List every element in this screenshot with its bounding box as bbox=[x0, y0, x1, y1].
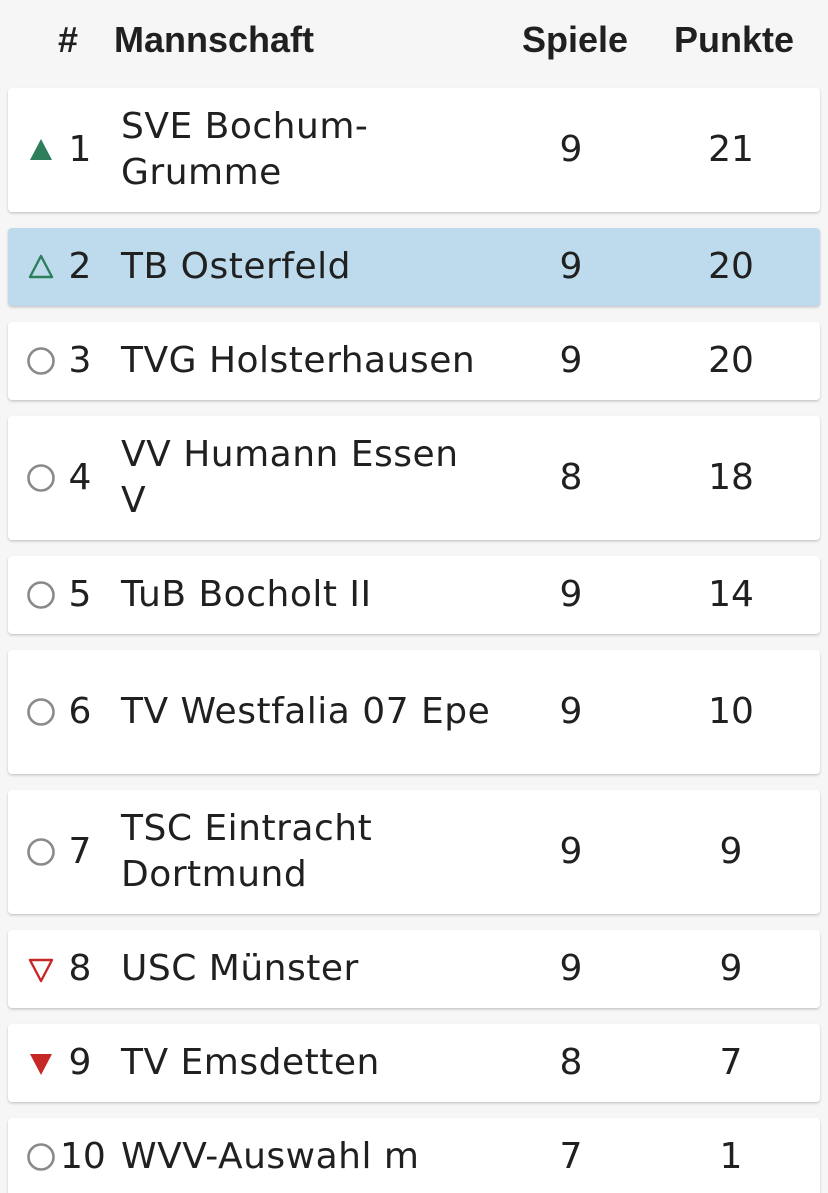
table-row[interactable]: 2 TB Osterfeld 9 20 bbox=[8, 228, 820, 306]
rank-cell: 6 bbox=[68, 691, 92, 732]
table-header: # Mannschaft Spiele Punkte bbox=[0, 0, 828, 84]
team-name: TB Osterfeld bbox=[121, 246, 351, 287]
table-row[interactable]: 4 VV Humann Essen V 8 18 bbox=[8, 416, 820, 540]
table-row[interactable]: 3 TVG Holsterhausen 9 20 bbox=[8, 322, 820, 400]
points-cell: 20 bbox=[708, 246, 754, 287]
header-rank: # bbox=[58, 19, 79, 60]
rank-cell: 9 bbox=[68, 1042, 92, 1083]
games-cell: 9 bbox=[559, 691, 583, 732]
rank-cell: 5 bbox=[68, 574, 92, 615]
circle-icon bbox=[26, 1142, 56, 1172]
points-cell: 20 bbox=[708, 340, 754, 381]
points-cell: 7 bbox=[719, 1042, 743, 1083]
points-cell: 14 bbox=[708, 574, 754, 615]
circle-icon bbox=[26, 346, 56, 376]
points-cell: 21 bbox=[708, 129, 754, 170]
games-cell: 9 bbox=[559, 948, 583, 989]
games-cell: 9 bbox=[559, 246, 583, 287]
table-row[interactable]: 7 TSC Eintracht Dortmund 9 9 bbox=[8, 790, 820, 914]
table-row[interactable]: 5 TuB Bocholt II 9 14 bbox=[8, 556, 820, 634]
standings-list: 1 SVE Bochum-Grumme 9 21 2 TB Osterfeld 9 20 3 TV… bbox=[8, 88, 820, 1193]
down-outline-triangle-icon bbox=[26, 954, 56, 984]
table-row[interactable]: 9 TV Emsdetten 8 7 bbox=[8, 1024, 820, 1102]
up-outline-triangle-icon bbox=[26, 252, 56, 282]
down-filled-triangle-icon bbox=[26, 1048, 56, 1078]
points-cell: 18 bbox=[708, 457, 754, 498]
table-row[interactable]: 10 WVV-Auswahl m 7 1 bbox=[8, 1118, 820, 1193]
circle-icon bbox=[26, 837, 56, 867]
points-cell: 9 bbox=[719, 831, 743, 872]
header-games: Spiele bbox=[522, 19, 629, 60]
rank-cell: 1 bbox=[68, 129, 92, 170]
rank-cell: 4 bbox=[68, 457, 92, 498]
points-cell: 9 bbox=[719, 948, 743, 989]
games-cell: 9 bbox=[559, 129, 583, 170]
table-row[interactable]: 1 SVE Bochum-Grumme 9 21 bbox=[8, 88, 820, 212]
games-cell: 7 bbox=[559, 1136, 583, 1177]
team-name: TSC Eintracht Dortmund bbox=[121, 808, 373, 895]
rank-cell: 7 bbox=[68, 831, 92, 872]
points-cell: 1 bbox=[719, 1136, 743, 1177]
team-name: TV Westfalia 07 Epe bbox=[121, 691, 491, 732]
team-name: SVE Bochum-Grumme bbox=[121, 106, 369, 193]
games-cell: 9 bbox=[559, 831, 583, 872]
games-cell: 8 bbox=[559, 1042, 583, 1083]
up-filled-triangle-icon bbox=[26, 135, 56, 165]
team-name: TV Emsdetten bbox=[121, 1042, 380, 1083]
table-row[interactable]: 6 TV Westfalia 07 Epe 9 10 bbox=[8, 650, 820, 774]
team-name: WVV-Auswahl m bbox=[121, 1136, 420, 1177]
points-cell: 10 bbox=[708, 691, 754, 732]
rank-cell: 2 bbox=[68, 246, 92, 287]
games-cell: 8 bbox=[559, 457, 583, 498]
games-cell: 9 bbox=[559, 340, 583, 381]
rank-cell: 8 bbox=[68, 948, 92, 989]
circle-icon bbox=[26, 580, 56, 610]
team-name: VV Humann Essen V bbox=[121, 434, 459, 521]
header-team: Mannschaft bbox=[114, 19, 315, 60]
team-name: TuB Bocholt II bbox=[121, 574, 372, 615]
team-name: USC Münster bbox=[121, 948, 359, 989]
circle-icon bbox=[26, 463, 56, 493]
rank-cell: 3 bbox=[68, 340, 92, 381]
header-points: Punkte bbox=[674, 19, 795, 60]
team-name: TVG Holsterhausen bbox=[121, 340, 476, 381]
circle-icon bbox=[26, 697, 56, 727]
games-cell: 9 bbox=[559, 574, 583, 615]
rank-cell: 10 bbox=[60, 1136, 106, 1177]
table-row[interactable]: 8 USC Münster 9 9 bbox=[8, 930, 820, 1008]
